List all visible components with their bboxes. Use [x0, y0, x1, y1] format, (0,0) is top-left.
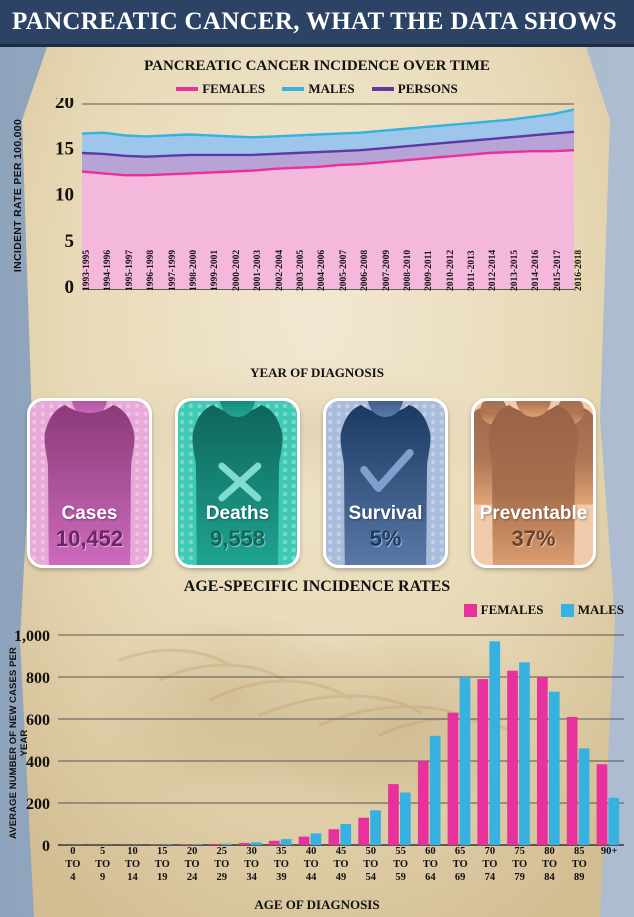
svg-text:10: 10	[55, 185, 74, 206]
svg-text:5: 5	[65, 231, 75, 252]
svg-text:15: 15	[55, 138, 74, 159]
svg-text:20: 20	[55, 98, 74, 113]
svg-text:0: 0	[65, 277, 75, 298]
